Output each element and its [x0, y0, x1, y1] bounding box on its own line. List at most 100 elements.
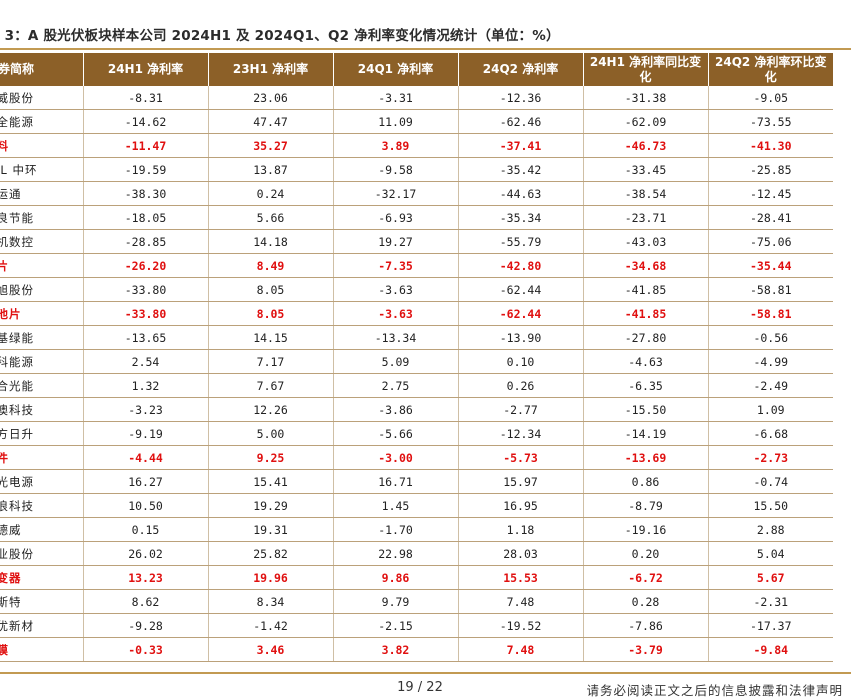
row-value-cell: 19.29 [208, 493, 334, 518]
table-row-sector-total: 胶膜-0.333.463.827.48-3.79-9.84 [0, 637, 833, 662]
header-24q2-net-margin: 24Q2 净利率 [458, 53, 584, 86]
row-value-cell: -13.34 [333, 325, 459, 350]
row-value-cell: -2.77 [458, 397, 584, 422]
row-security-name: 电池片 [0, 301, 84, 326]
table-row-sector-total: 电池片-33.808.05-3.63-62.44-41.85-58.81 [0, 301, 833, 326]
row-value-cell: -2.49 [708, 373, 833, 398]
row-security-name: 大全能源 [0, 109, 84, 134]
row-value-cell: 0.15 [83, 517, 209, 542]
row-value-cell: -6.72 [583, 565, 709, 590]
row-value-cell: -13.65 [83, 325, 209, 350]
row-value-cell: -8.31 [83, 86, 209, 110]
row-value-cell: -33.80 [83, 277, 209, 302]
row-value-cell: -28.41 [708, 205, 833, 230]
row-security-name: 锦浪科技 [0, 493, 84, 518]
row-value-cell: -38.54 [583, 181, 709, 206]
row-value-cell: -58.81 [708, 277, 833, 302]
row-value-cell: 16.27 [83, 469, 209, 494]
row-value-cell: 13.87 [208, 157, 334, 182]
row-value-cell: 19.27 [333, 229, 459, 254]
row-value-cell: 1.09 [708, 397, 833, 422]
row-value-cell: -2.31 [708, 589, 833, 614]
row-value-cell: 9.86 [333, 565, 459, 590]
table-row: 天合光能1.327.672.750.26-6.35-2.49 [0, 373, 833, 398]
row-value-cell: -3.79 [583, 637, 709, 662]
header-24h1-net-margin: 24H1 净利率 [83, 53, 209, 86]
row-security-name: TCL 中环 [0, 157, 84, 182]
row-value-cell: -14.62 [83, 109, 209, 134]
table-caption: 表 3：A 股光伏板块样本公司 2024H1 及 2024Q1、Q2 净利率变化… [0, 28, 560, 44]
row-security-name: 海优新材 [0, 613, 84, 638]
row-value-cell: 35.27 [208, 133, 334, 158]
row-value-cell: 8.62 [83, 589, 209, 614]
row-value-cell: 1.32 [83, 373, 209, 398]
row-value-cell: -0.33 [83, 637, 209, 662]
row-value-cell: -12.45 [708, 181, 833, 206]
row-value-cell: -7.35 [333, 253, 459, 278]
row-value-cell: 0.10 [458, 349, 584, 374]
row-value-cell: -41.85 [583, 277, 709, 302]
row-value-cell: -3.00 [333, 445, 459, 470]
row-value-cell: -62.09 [583, 109, 709, 134]
row-value-cell: -13.90 [458, 325, 584, 350]
row-value-cell: -6.93 [333, 205, 459, 230]
row-value-cell: -44.63 [458, 181, 584, 206]
row-value-cell: 0.20 [583, 541, 709, 566]
row-value-cell: 10.50 [83, 493, 209, 518]
row-value-cell: -5.73 [458, 445, 584, 470]
row-value-cell: -2.15 [333, 613, 459, 638]
row-value-cell: 7.17 [208, 349, 334, 374]
row-value-cell: -55.79 [458, 229, 584, 254]
table-row-sector-total: 组件-4.449.25-3.00-5.73-13.69-2.73 [0, 445, 833, 470]
row-value-cell: 15.53 [458, 565, 584, 590]
row-value-cell: -35.34 [458, 205, 584, 230]
row-security-name: 隆基绿能 [0, 325, 84, 350]
header-24q1-net-margin: 24Q1 净利率 [333, 53, 459, 86]
row-value-cell: -26.20 [83, 253, 209, 278]
row-security-name: 硅料 [0, 133, 84, 158]
row-value-cell: 7.67 [208, 373, 334, 398]
row-value-cell: -15.50 [583, 397, 709, 422]
row-security-name: 固德威 [0, 517, 84, 542]
row-value-cell: 14.15 [208, 325, 334, 350]
row-value-cell: -33.80 [83, 301, 209, 326]
row-value-cell: -3.31 [333, 86, 459, 110]
row-value-cell: 25.82 [208, 541, 334, 566]
row-security-name: 上机数控 [0, 229, 84, 254]
header-security-name: 证券简称 [0, 53, 84, 86]
row-security-name: 福斯特 [0, 589, 84, 614]
row-value-cell: -18.05 [83, 205, 209, 230]
row-value-cell: -0.74 [708, 469, 833, 494]
page-number: 19 / 22 [397, 680, 443, 695]
header-24h1-yoy-change: 24H1 净利率同比变化 [583, 53, 709, 86]
row-value-cell: -12.36 [458, 86, 584, 110]
row-value-cell: 9.79 [333, 589, 459, 614]
row-value-cell: -42.80 [458, 253, 584, 278]
row-value-cell: -1.42 [208, 613, 334, 638]
row-value-cell: 8.05 [208, 301, 334, 326]
row-value-cell: -58.81 [708, 301, 833, 326]
row-value-cell: -9.58 [333, 157, 459, 182]
row-value-cell: -27.80 [583, 325, 709, 350]
row-value-cell: -41.85 [583, 301, 709, 326]
table-row: 东方日升-9.195.00-5.66-12.34-14.19-6.68 [0, 421, 833, 446]
row-value-cell: 5.04 [708, 541, 833, 566]
row-value-cell: 13.23 [83, 565, 209, 590]
row-security-name: 爱旭股份 [0, 277, 84, 302]
row-value-cell: 8.34 [208, 589, 334, 614]
row-value-cell: 19.31 [208, 517, 334, 542]
row-value-cell: 0.24 [208, 181, 334, 206]
row-value-cell: 1.45 [333, 493, 459, 518]
row-value-cell: 0.26 [458, 373, 584, 398]
row-value-cell: -38.30 [83, 181, 209, 206]
row-value-cell: 8.49 [208, 253, 334, 278]
row-security-name: 阳光电源 [0, 469, 84, 494]
row-value-cell: -35.44 [708, 253, 833, 278]
row-value-cell: -37.41 [458, 133, 584, 158]
row-value-cell: 7.48 [458, 637, 584, 662]
row-value-cell: -19.52 [458, 613, 584, 638]
row-value-cell: 5.66 [208, 205, 334, 230]
